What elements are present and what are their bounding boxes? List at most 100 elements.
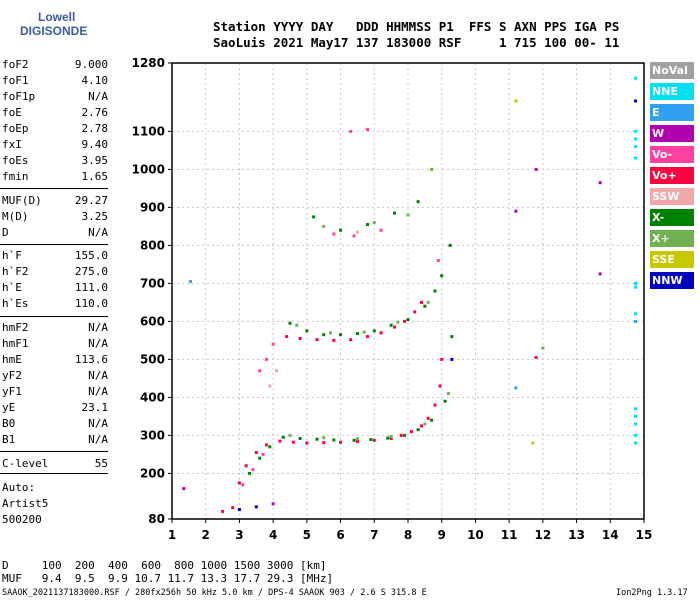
data-point	[278, 439, 282, 443]
data-point	[634, 319, 638, 323]
param-value: N/A	[88, 369, 108, 382]
data-point	[355, 437, 359, 441]
param-clevel: C-level 55	[2, 456, 108, 472]
data-point	[406, 318, 410, 321]
data-point	[221, 509, 225, 513]
data-point	[288, 433, 292, 437]
data-point	[634, 145, 638, 149]
param-label: h`Es	[2, 297, 29, 310]
data-point	[281, 435, 285, 439]
param-mufd: MUF(D) 29.27	[2, 193, 108, 209]
auto-line3: 500200	[2, 513, 42, 526]
param-label: hmF1	[2, 337, 29, 350]
param-separator	[0, 244, 108, 245]
data-point	[349, 338, 353, 342]
data-point	[189, 280, 193, 283]
data-point	[379, 228, 383, 232]
data-point	[231, 506, 235, 510]
logo-digisonde: DIGISONDE	[20, 24, 88, 38]
y-tick-label: 700	[140, 276, 165, 290]
param-label: hmE	[2, 353, 22, 366]
data-point	[251, 468, 255, 472]
param-value: N/A	[88, 90, 108, 103]
param-hmf1: hmF1 N/A	[2, 336, 108, 352]
data-point	[352, 234, 356, 238]
data-point	[268, 445, 272, 449]
data-point	[450, 335, 454, 339]
data-point	[514, 386, 518, 390]
data-point	[355, 439, 359, 443]
param-value: 29.27	[74, 194, 108, 207]
data-point	[634, 312, 638, 316]
param-value: 155.0	[74, 249, 108, 262]
param-hme: hmE 113.6	[2, 352, 108, 368]
distance-line: D 100 200 400 600 800 1000 1500 3000 [km…	[2, 559, 327, 572]
data-point	[534, 356, 538, 359]
data-point	[634, 137, 638, 141]
data-point	[339, 440, 343, 444]
data-point	[416, 428, 420, 432]
data-point	[352, 438, 356, 442]
data-point	[366, 223, 370, 226]
data-point	[315, 437, 319, 441]
header-line-2: SaoLuis 2021 May17 137 183000 RSF 1 715 …	[213, 35, 620, 50]
param-separator	[0, 451, 108, 452]
param-b1: B1 N/A	[2, 432, 108, 448]
param-value: 9.40	[81, 138, 109, 151]
param-value: N/A	[88, 337, 108, 350]
param-value: N/A	[88, 385, 108, 398]
param-hmf2: hmF2 N/A	[2, 320, 108, 336]
param-label: hmF2	[2, 321, 29, 334]
param-fxi: fxI 9.40	[2, 137, 108, 153]
data-point	[598, 181, 602, 185]
data-point	[386, 436, 390, 440]
data-point	[362, 330, 366, 334]
legend-item: Vo+	[650, 167, 694, 184]
data-point	[322, 436, 326, 440]
data-point	[248, 471, 252, 475]
data-point	[423, 304, 427, 308]
data-point	[423, 422, 427, 426]
y-tick-label: 200	[140, 466, 165, 480]
data-point	[430, 418, 434, 422]
logo-lowell: Lowell	[38, 10, 76, 24]
param-label: M(D)	[2, 210, 29, 223]
param-label: fmin	[2, 170, 29, 183]
legend-item: NNE	[650, 83, 694, 100]
y-tick-label: 80	[148, 512, 165, 526]
x-tick-label: 2	[202, 528, 210, 542]
data-point	[349, 129, 353, 133]
param-label: B0	[2, 417, 16, 430]
data-point	[366, 335, 370, 339]
param-label: foEp	[2, 122, 29, 135]
x-tick-label: 3	[235, 528, 243, 542]
param-d: D N/A	[2, 225, 108, 241]
x-tick-label: 4	[269, 528, 277, 542]
data-point	[634, 407, 638, 411]
data-point	[403, 433, 407, 437]
data-point	[514, 209, 518, 213]
data-point	[403, 319, 407, 323]
data-point	[426, 416, 430, 420]
data-point	[254, 505, 258, 509]
legend-item: X+	[650, 230, 694, 247]
x-tick-label: 14	[602, 528, 619, 542]
param-value: 4.10	[81, 74, 109, 87]
data-point	[419, 424, 423, 428]
x-tick-label: 11	[501, 528, 518, 542]
param-hes: h`Es 110.0	[2, 296, 108, 312]
data-point	[634, 99, 638, 103]
data-point	[436, 259, 440, 263]
data-point	[264, 443, 268, 447]
x-tick-label: 15	[636, 528, 653, 542]
data-point	[288, 321, 292, 325]
data-point	[268, 384, 272, 388]
legend-item: SSE	[650, 251, 694, 268]
data-point	[634, 414, 638, 418]
legend-item: NNW	[650, 272, 694, 289]
data-point	[355, 230, 359, 234]
legend-item: NoVal	[650, 62, 694, 79]
data-point	[237, 481, 241, 485]
data-point	[264, 357, 268, 361]
